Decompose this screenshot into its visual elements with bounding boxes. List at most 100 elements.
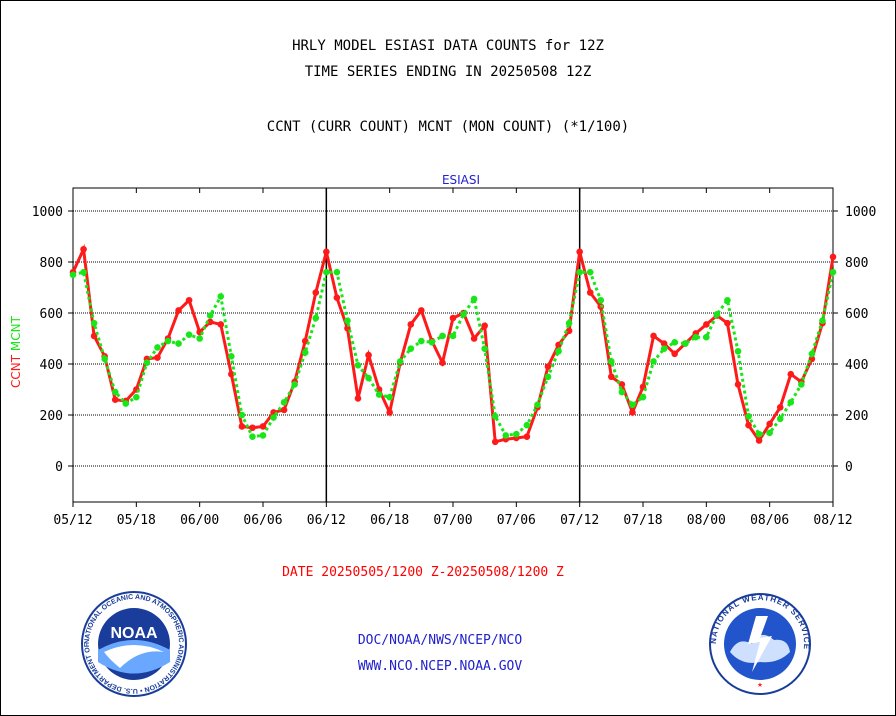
ccnt-series-point — [671, 350, 678, 358]
mcnt-series-point — [829, 268, 837, 276]
ccnt-series-point — [544, 363, 552, 370]
mcnt-series-point — [228, 353, 235, 360]
mcnt-series-point — [491, 412, 499, 420]
website-link[interactable]: WWW.NCO.NCEP.NOAA.GOV — [357, 659, 523, 674]
mcnt-series-point — [470, 295, 478, 303]
ccnt-series-point — [745, 421, 752, 429]
ccnt-series-point — [565, 327, 573, 335]
ccnt-series-point — [660, 340, 668, 347]
xtick-label: 08/00 — [687, 513, 726, 528]
mcnt-series-point — [597, 296, 605, 304]
mcnt-series-line — [72, 270, 835, 439]
mcnt-series-point — [407, 345, 415, 353]
mcnt-series-point — [576, 268, 583, 276]
ytick-label-left: 600 — [40, 307, 63, 322]
mcnt-series-point — [681, 340, 689, 347]
y-axis-label: CCNT MCNT — [9, 315, 23, 388]
ccnt-series-point — [333, 294, 341, 302]
mcnt-series-point — [692, 333, 700, 341]
xtick-label: 06/06 — [243, 513, 282, 528]
mcnt-series-point — [555, 347, 562, 355]
xtick-label: 08/06 — [750, 513, 789, 528]
mcnt-series-point — [90, 319, 98, 327]
noaa-logo-text: NOAA — [110, 625, 158, 642]
ccnt-series-point — [217, 321, 225, 328]
xtick-label: 05/18 — [117, 513, 156, 528]
mcnt-series-point — [418, 337, 425, 345]
mcnt-series-point — [80, 268, 87, 276]
mcnt-series-point — [164, 337, 172, 345]
ytick-label-right: 400 — [845, 358, 868, 373]
ytick-label-left: 400 — [40, 358, 63, 373]
mcnt-series-point — [396, 358, 404, 365]
ytick-label-right: 1000 — [845, 205, 876, 220]
ccnt-series-point — [80, 245, 87, 253]
ccnt-series-point — [491, 438, 499, 446]
nws-star-icon: ★ — [757, 680, 763, 690]
ccnt-series-point — [787, 370, 795, 378]
mcnt-series-point — [608, 358, 615, 365]
y-axis-label-mcnt: MCNT — [9, 315, 23, 351]
ccnt-series-point — [175, 307, 182, 314]
mcnt-series-point — [703, 333, 710, 341]
mcnt-series-point — [154, 344, 161, 351]
mcnt-series-point — [808, 350, 816, 358]
mcnt-series-point — [196, 335, 203, 342]
mcnt-series-point — [122, 400, 130, 407]
ccnt-series-point — [523, 433, 531, 440]
mcnt-series-point — [544, 373, 552, 381]
ytick-label-right: 800 — [845, 256, 868, 271]
mcnt-series-point — [133, 393, 140, 401]
ccnt-series-point — [439, 359, 446, 367]
mcnt-series-point — [323, 268, 330, 276]
xtick-label: 06/12 — [307, 513, 346, 528]
mcnt-series-point — [280, 398, 288, 406]
mcnt-series-point — [745, 412, 752, 420]
org-path-link[interactable]: DOC/NOAA/NWS/NCEP/NCO — [357, 633, 523, 648]
mcnt-series-point — [344, 317, 351, 324]
ytick-label-left: 200 — [40, 409, 63, 424]
xtick-label: 07/18 — [623, 513, 662, 528]
xtick-label: 07/12 — [560, 513, 599, 528]
ccnt-series-point — [238, 423, 246, 430]
xtick-label: 06/18 — [370, 513, 409, 528]
mcnt-series-point — [724, 296, 731, 304]
date-range-label: DATE 20250505/1200 Z-20250508/1200 Z — [282, 565, 564, 580]
chart-title-line-3: CCNT (CURR COUNT) MCNT (MON COUNT) (*1/1… — [266, 119, 630, 135]
ytick-label-right: 200 — [845, 409, 868, 424]
plot-title: ESIASI — [442, 173, 480, 187]
ccnt-series-point — [724, 319, 731, 327]
mcnt-series-point — [660, 345, 668, 353]
ccnt-series-point — [829, 253, 837, 261]
mcnt-series-point — [259, 432, 267, 439]
ccnt-series-point — [650, 332, 657, 340]
mcnt-series-point — [798, 381, 805, 388]
mcnt-series-point — [534, 401, 541, 409]
ccnt-series-point — [703, 321, 710, 328]
chart-title-line-2: TIME SERIES ENDING IN 20250508 12Z — [304, 64, 592, 80]
mcnt-series-point — [270, 414, 277, 421]
mcnt-series-point — [481, 345, 488, 353]
mcnt-series-point — [375, 391, 383, 398]
xtick-label: 07/06 — [497, 513, 536, 528]
mcnt-series-point — [629, 401, 636, 409]
ccnt-series-point — [734, 381, 742, 388]
mcnt-series-point — [143, 359, 151, 367]
mcnt-series-point — [460, 310, 467, 318]
mcnt-series-point — [312, 314, 320, 322]
ccnt-series-point — [586, 289, 594, 296]
ccnt-series-point — [755, 437, 763, 444]
mcnt-series-point — [206, 312, 214, 319]
ccnt-series-point — [259, 423, 267, 430]
mcnt-series-point — [618, 388, 626, 396]
ccnt-series-line — [71, 243, 835, 444]
y-axis-label-ccnt: CCNT — [9, 351, 23, 388]
mcnt-series-point — [639, 393, 647, 401]
ccnt-series-point — [323, 248, 330, 256]
ccnt-series-point — [608, 373, 615, 381]
mcnt-series-point — [386, 393, 393, 401]
ccnt-series-point — [776, 404, 784, 411]
ccnt-series-point — [249, 424, 256, 432]
mcnt-series-point — [333, 268, 341, 276]
ccnt-series-point — [206, 318, 214, 326]
